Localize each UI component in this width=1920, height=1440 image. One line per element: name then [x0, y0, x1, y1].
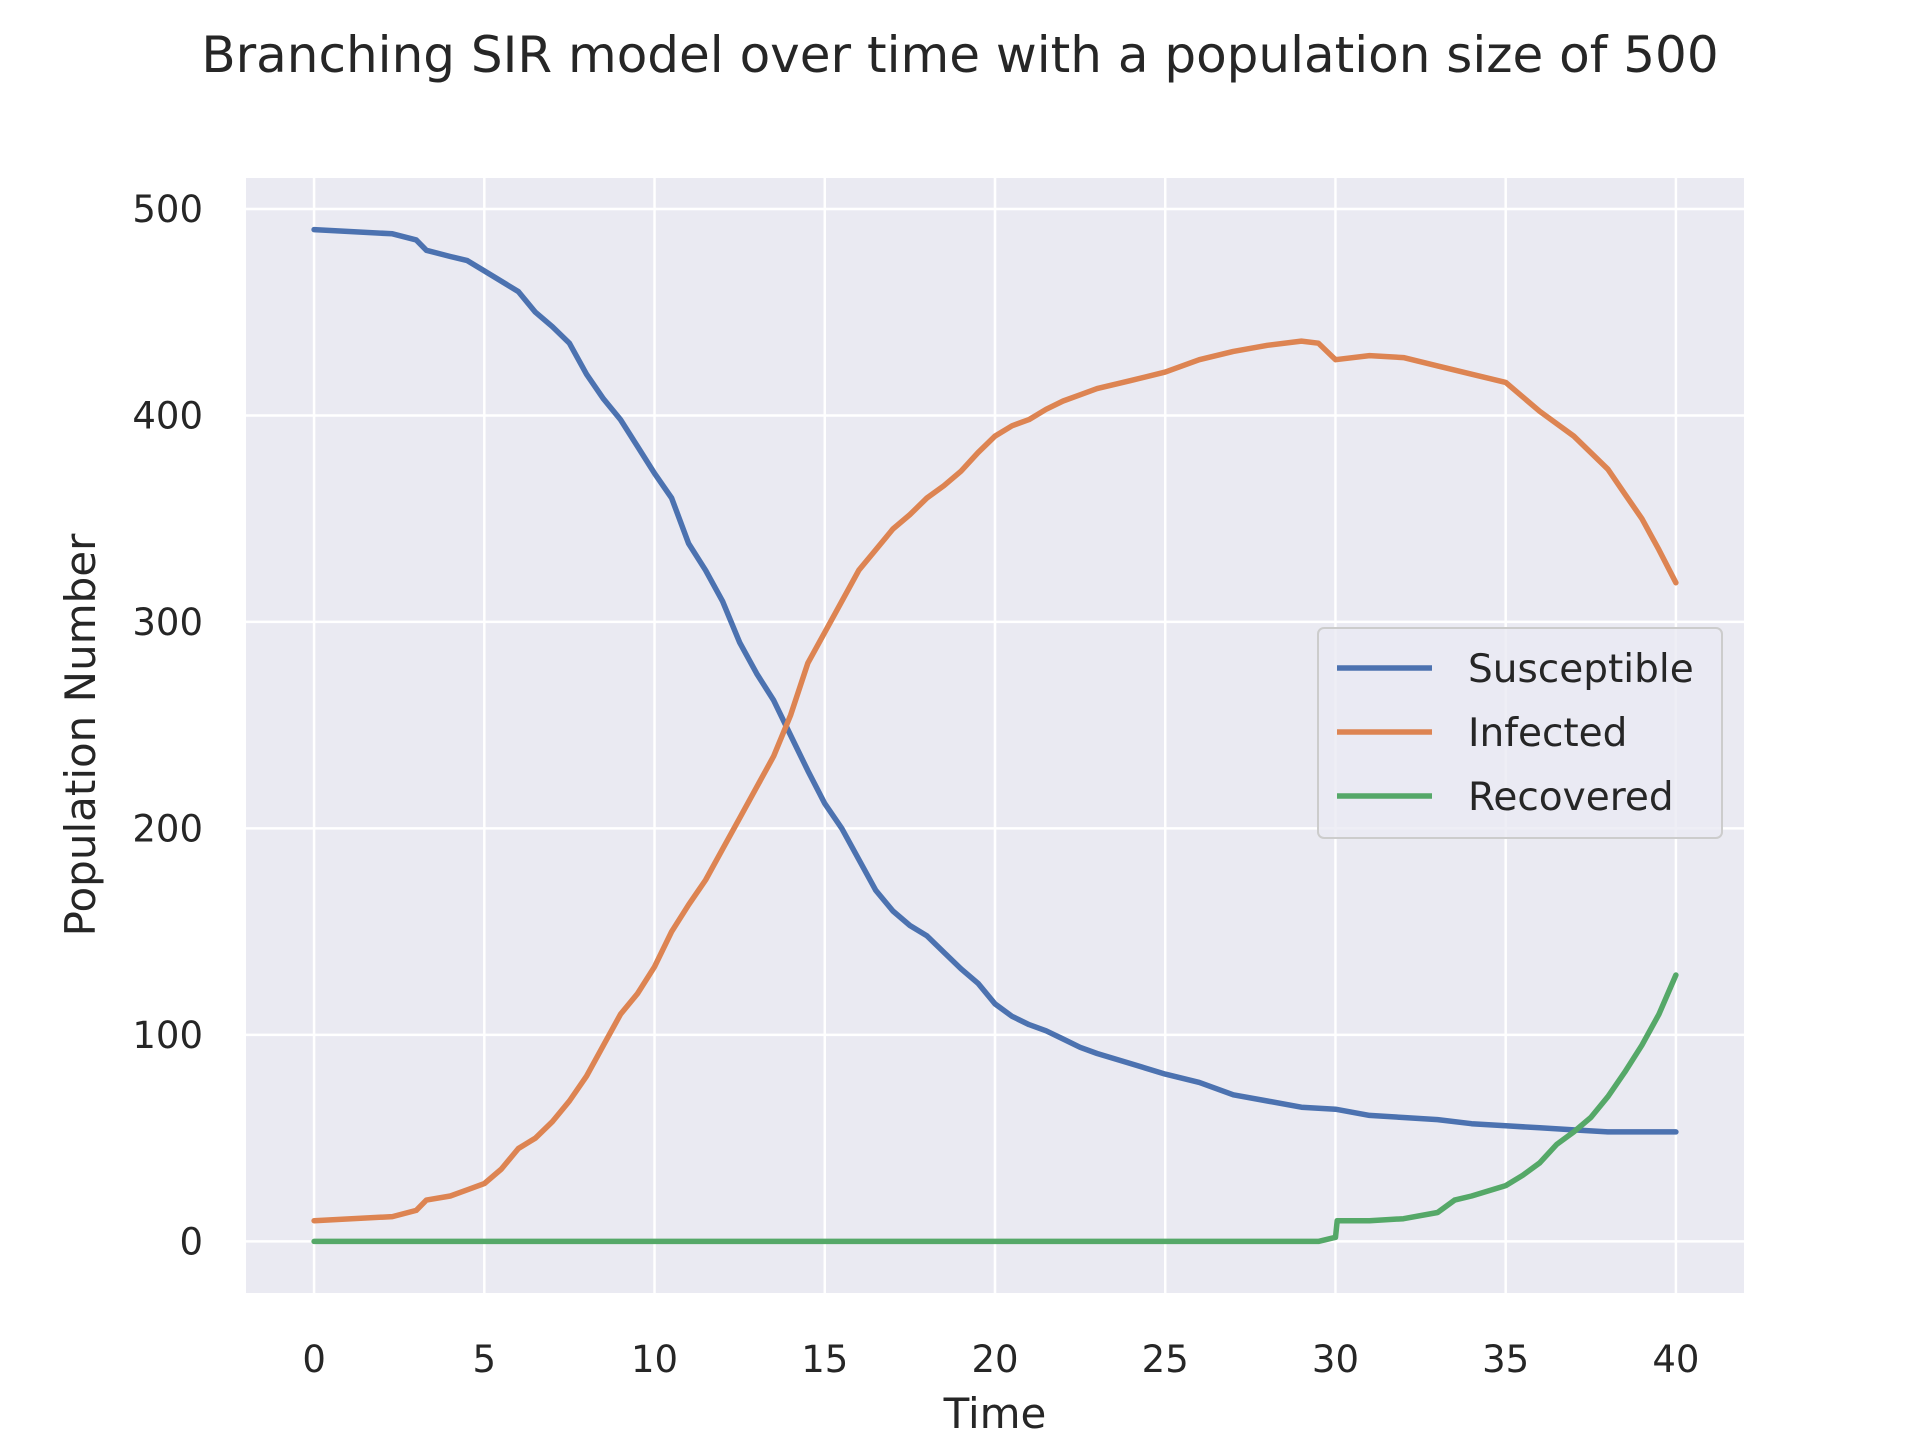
chart-title: Branching SIR model over time with a pop… [201, 26, 1718, 84]
x-tick-label: 40 [1652, 1338, 1699, 1381]
legend-label-infected: Infected [1468, 711, 1627, 756]
legend-label-recovered: Recovered [1468, 775, 1674, 820]
legend-box [1317, 627, 1723, 839]
legend-label-susceptible: Susceptible [1468, 647, 1694, 692]
x-tick-label: 15 [801, 1338, 848, 1381]
y-tick-labels: 0 100 200 300 400 500 [132, 188, 203, 1263]
x-tick-label: 35 [1482, 1338, 1529, 1381]
series-layer [311, 226, 1679, 1245]
series-line-recovered [311, 972, 1679, 1245]
x-tick-label: 20 [971, 1338, 1018, 1381]
series-line-infected [311, 338, 1679, 1224]
x-axis-label: Time [943, 1389, 1047, 1438]
y-tick-label: 300 [132, 601, 203, 644]
y-tick-label: 200 [132, 807, 203, 850]
x-tick-label: 5 [473, 1338, 497, 1381]
y-tick-label: 400 [132, 394, 203, 437]
y-tick-label: 0 [179, 1220, 203, 1263]
x-tick-label: 25 [1142, 1338, 1189, 1381]
x-tick-labels: 0 5 10 15 20 25 30 35 40 [302, 1338, 1699, 1381]
x-tick-label: 0 [302, 1338, 326, 1381]
x-tick-label: 10 [631, 1338, 678, 1381]
legend: Susceptible Infected Recovered [1317, 627, 1723, 839]
series-line-susceptible [311, 226, 1679, 1135]
y-tick-label: 500 [132, 188, 203, 231]
x-tick-label: 30 [1312, 1338, 1359, 1381]
y-tick-label: 100 [132, 1014, 203, 1057]
y-axis-label: Population Number [56, 533, 105, 936]
